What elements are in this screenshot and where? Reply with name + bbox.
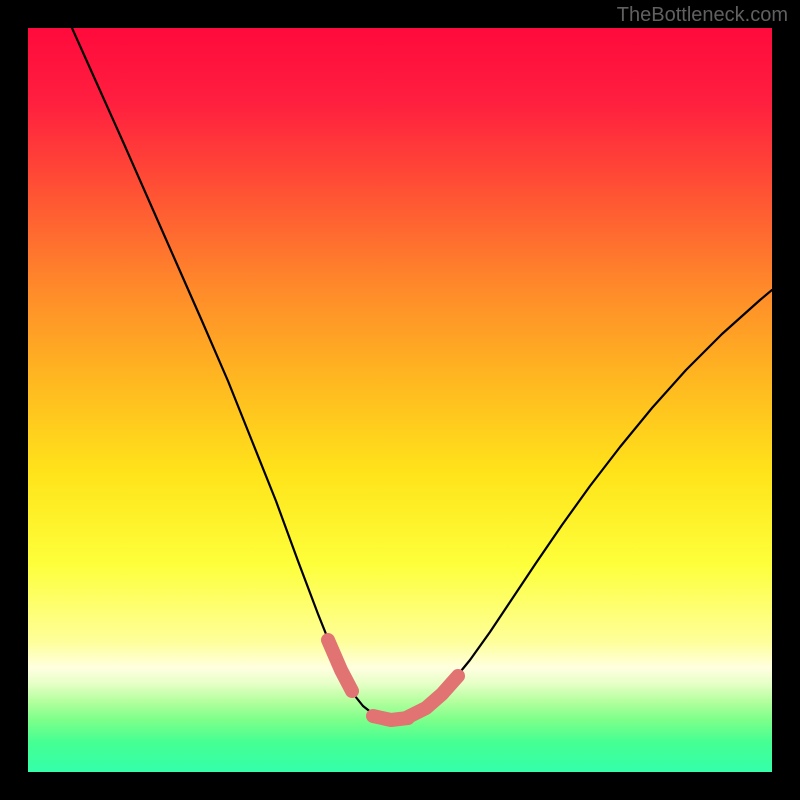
curve-layer [28,28,772,772]
marker-segment-0 [328,640,352,691]
watermark-text: TheBottleneck.com [617,4,788,27]
bottleneck-curve [72,28,772,720]
chart-frame: TheBottleneck.com [0,0,800,800]
marker-segment-2 [406,676,458,718]
plot-area [28,28,772,772]
marker-group [328,640,458,720]
